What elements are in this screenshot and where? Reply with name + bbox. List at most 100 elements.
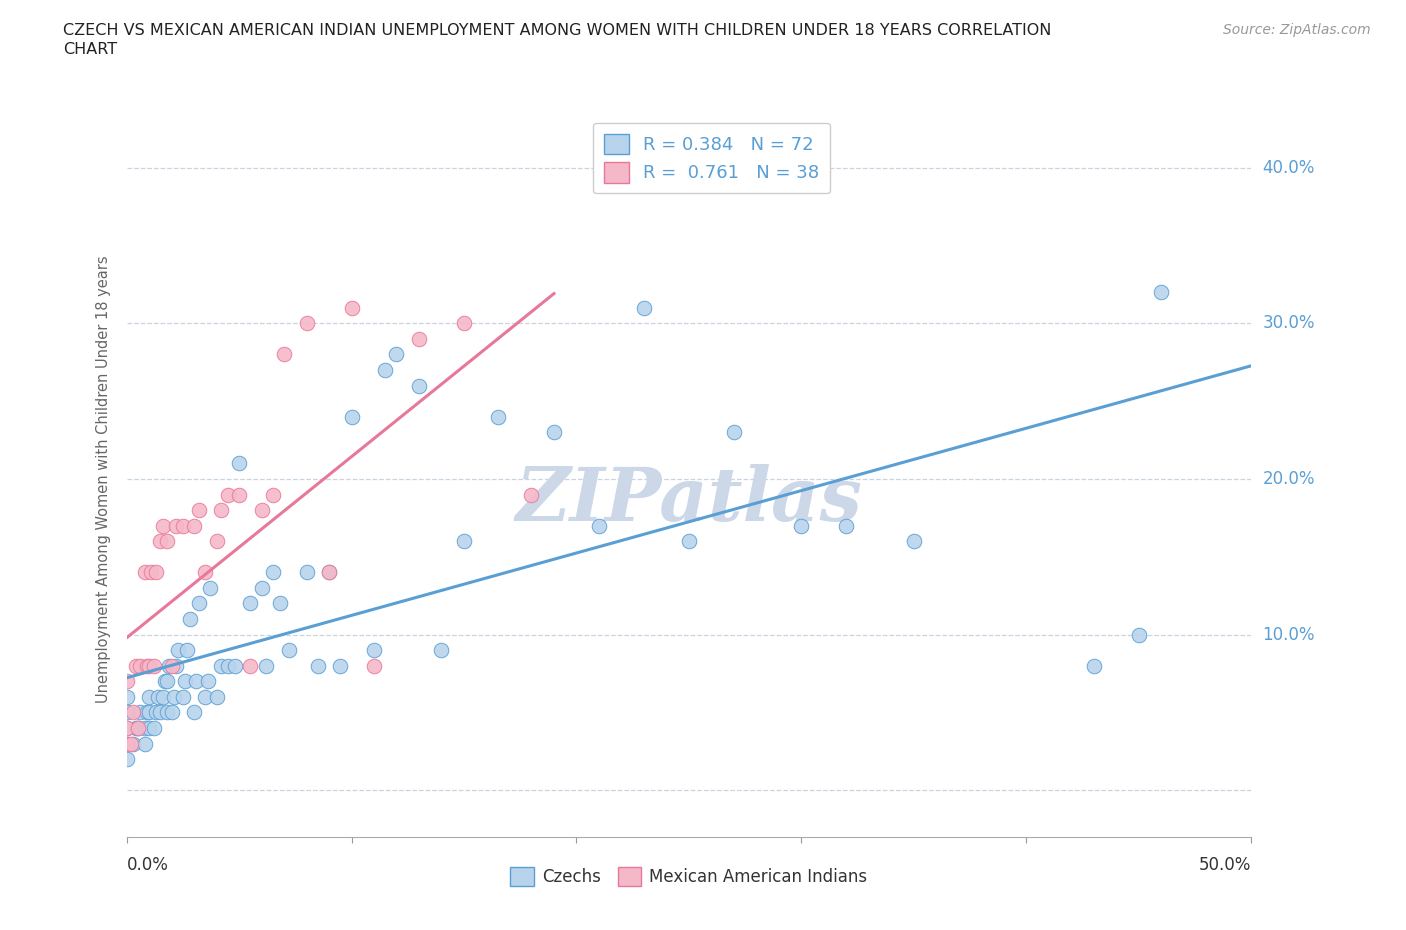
Point <box>408 379 430 393</box>
Point <box>543 425 565 440</box>
Point <box>187 502 209 517</box>
Point <box>228 487 250 502</box>
Point <box>318 565 340 579</box>
Point <box>115 674 138 689</box>
Point <box>723 425 745 440</box>
Point <box>149 534 172 549</box>
Point <box>228 456 250 471</box>
Point <box>340 300 363 315</box>
Point <box>138 689 160 704</box>
Point <box>179 612 201 627</box>
Point <box>163 689 186 704</box>
Point <box>340 409 363 424</box>
Point <box>183 705 205 720</box>
Point <box>239 658 262 673</box>
Text: 20.0%: 20.0% <box>1263 470 1315 488</box>
Point <box>835 518 858 533</box>
Point <box>115 721 138 736</box>
Point <box>142 721 165 736</box>
Point <box>250 580 273 595</box>
Point <box>127 721 149 736</box>
Point <box>318 565 340 579</box>
Point <box>486 409 509 424</box>
Text: 50.0%: 50.0% <box>1199 856 1251 873</box>
Point <box>277 643 299 658</box>
Point <box>209 658 232 673</box>
Point <box>142 658 165 673</box>
Point <box>152 518 174 533</box>
Point <box>122 737 145 751</box>
Point <box>194 565 217 579</box>
Point <box>633 300 655 315</box>
Point <box>217 487 239 502</box>
Point <box>120 737 142 751</box>
Point <box>160 705 183 720</box>
Point <box>172 518 194 533</box>
Point <box>176 643 198 658</box>
Point <box>254 658 277 673</box>
Point <box>124 658 146 673</box>
Point <box>1128 627 1150 642</box>
Point <box>217 658 239 673</box>
Point <box>157 658 180 673</box>
Point <box>160 658 183 673</box>
Point <box>134 737 156 751</box>
Point <box>156 674 179 689</box>
Point <box>165 518 187 533</box>
Point <box>165 658 187 673</box>
Point <box>205 689 228 704</box>
Point <box>141 565 163 579</box>
Point <box>273 347 295 362</box>
Point <box>187 596 209 611</box>
Point <box>115 751 138 766</box>
Point <box>115 705 138 720</box>
Point <box>453 316 475 331</box>
Point <box>138 705 160 720</box>
Point <box>145 565 167 579</box>
Point <box>678 534 700 549</box>
Point <box>790 518 813 533</box>
Point <box>134 565 156 579</box>
Point <box>152 689 174 704</box>
Point <box>194 689 217 704</box>
Point <box>156 534 179 549</box>
Point <box>209 502 232 517</box>
Point <box>385 347 408 362</box>
Point <box>408 331 430 346</box>
Point <box>186 674 208 689</box>
Point <box>520 487 543 502</box>
Y-axis label: Unemployment Among Women with Children Under 18 years: Unemployment Among Women with Children U… <box>96 255 111 703</box>
Point <box>172 689 194 704</box>
Point <box>183 518 205 533</box>
Text: CZECH VS MEXICAN AMERICAN INDIAN UNEMPLOYMENT AMONG WOMEN WITH CHILDREN UNDER 18: CZECH VS MEXICAN AMERICAN INDIAN UNEMPLO… <box>63 23 1052 38</box>
Point <box>453 534 475 549</box>
Text: Source: ZipAtlas.com: Source: ZipAtlas.com <box>1223 23 1371 37</box>
Point <box>167 643 190 658</box>
Point <box>1150 285 1173 299</box>
Point <box>134 721 156 736</box>
Point <box>239 596 262 611</box>
Point <box>129 658 152 673</box>
Point <box>329 658 352 673</box>
Text: 40.0%: 40.0% <box>1263 159 1315 177</box>
Point <box>1083 658 1105 673</box>
Point <box>269 596 291 611</box>
Point <box>115 737 138 751</box>
Point <box>262 487 284 502</box>
Point <box>363 658 385 673</box>
Point <box>138 658 160 673</box>
Text: CHART: CHART <box>63 42 117 57</box>
Point <box>174 674 197 689</box>
Point <box>145 705 167 720</box>
Point <box>363 643 385 658</box>
Point <box>295 316 318 331</box>
Point <box>138 721 160 736</box>
Legend: Czechs, Mexican American Indians: Czechs, Mexican American Indians <box>503 860 875 893</box>
Point <box>588 518 610 533</box>
Point <box>124 721 146 736</box>
Point <box>197 674 219 689</box>
Point <box>129 705 152 720</box>
Text: 10.0%: 10.0% <box>1263 626 1315 644</box>
Point <box>115 721 138 736</box>
Point <box>205 534 228 549</box>
